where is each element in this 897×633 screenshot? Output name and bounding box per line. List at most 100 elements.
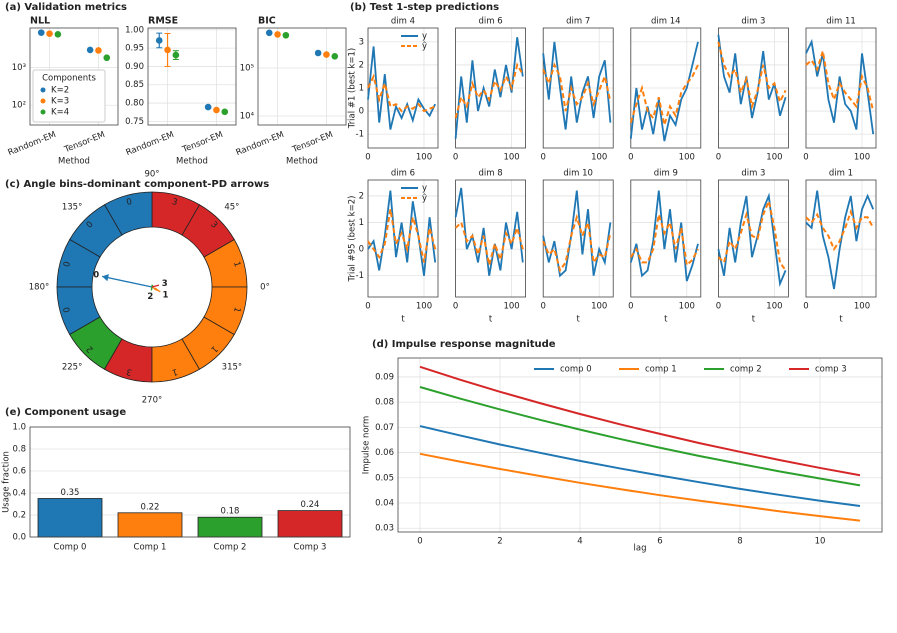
angle-tick-label: 45°: [224, 203, 239, 213]
x-tick-label: Comp 1: [134, 543, 167, 553]
x-axis-label: t: [489, 315, 493, 325]
x-tick-label: 0: [803, 153, 808, 163]
axes-frame: [29, 27, 119, 126]
axes-frame: [805, 27, 877, 149]
point: [54, 30, 62, 38]
point: [204, 103, 212, 111]
x-tick-label: Comp 2: [214, 543, 247, 553]
series-line: [367, 73, 436, 113]
subplot-title: dim 6: [391, 169, 415, 179]
series-line: [717, 192, 787, 288]
axes-frame: [630, 179, 702, 298]
point: [213, 106, 220, 114]
y-tick-label: 0: [359, 245, 364, 255]
x-tick-label: 100: [854, 153, 870, 163]
series-line: [805, 190, 875, 290]
y-axis-label: Trial #1 (best k=1): [348, 48, 358, 129]
bin-label: 0: [125, 197, 133, 208]
point: [155, 37, 163, 44]
x-tick-label: 6: [657, 537, 662, 547]
pd-arrow-head: [152, 285, 159, 288]
point: [221, 108, 229, 116]
point: [46, 30, 53, 37]
x-tick-label: 4: [577, 537, 582, 547]
point: [323, 51, 330, 58]
x-tick-label: 0: [716, 153, 721, 163]
y-tick-label: 0.80: [125, 99, 144, 109]
bin-label: 2: [85, 343, 96, 354]
bar: [117, 512, 183, 538]
series-line: [542, 41, 612, 130]
series-line: [805, 38, 875, 135]
series-line: [454, 187, 524, 276]
value-label: 0.18: [221, 507, 240, 517]
y-tick-label: 0.07: [375, 423, 394, 433]
bin-label: 1: [171, 366, 179, 377]
x-tick-label: 10: [815, 537, 826, 547]
x-tick-label: 100: [766, 153, 782, 163]
series-line: [419, 452, 861, 522]
series-line: [542, 213, 612, 273]
axes-frame: [718, 27, 789, 149]
x-axis-label: Method: [286, 157, 318, 167]
bin-label: 3: [125, 366, 133, 377]
y-tick-label: 0.0: [12, 533, 26, 543]
axes-frame: [455, 179, 527, 298]
bin-label: 3: [208, 220, 219, 231]
y-tick-label: -1: [356, 271, 364, 281]
x-tick-label: 0: [417, 537, 422, 547]
x-tick-label: 0: [540, 302, 545, 312]
axes-frame: [630, 27, 702, 149]
arrow-label: 1: [163, 290, 169, 300]
subplot-title: dim 11: [826, 17, 856, 27]
y-axis-label: Usage fraction: [2, 451, 12, 513]
y-tick-label: 1: [359, 218, 364, 228]
x-tick-label: 0: [628, 302, 633, 312]
y-tick-label: 1.0: [12, 423, 26, 433]
x-tick-label: 0: [628, 153, 633, 163]
legend-label: K=4: [51, 108, 69, 118]
point: [274, 31, 281, 38]
x-tick-label: 100: [679, 153, 695, 163]
y-tick-label: 0.95: [125, 44, 144, 54]
axes-frame: [257, 27, 347, 126]
x-axis-label: lag: [634, 544, 647, 554]
axes-frame: [29, 426, 351, 538]
series-line: [542, 190, 612, 278]
x-axis-label: t: [401, 315, 405, 325]
bin-label: 3: [171, 197, 179, 208]
y-tick-label: 0.75: [125, 117, 144, 127]
axes-frame: [397, 357, 883, 533]
y-tick-label: 0.03: [375, 524, 394, 534]
arrow-label: 0: [93, 271, 99, 281]
point: [37, 29, 45, 36]
series-line: [805, 50, 875, 112]
y-tick-label: -1: [356, 130, 364, 140]
subplot-title: RMSE: [148, 16, 178, 27]
pd-arrow-head: [102, 274, 109, 282]
subplot-title: dim 10: [563, 169, 593, 179]
angle-tick-label: 90°: [144, 170, 159, 180]
legend-label: comp 2: [730, 365, 762, 375]
bin-label: 0: [62, 306, 73, 314]
series-line: [542, 62, 612, 112]
x-tick-label: 100: [416, 302, 432, 312]
value-label: 0.35: [61, 488, 80, 498]
subplot-title: BIC: [258, 16, 276, 27]
subplot-title: dim 8: [479, 169, 503, 179]
angle-tick-label: 270°: [142, 396, 162, 406]
series-line: [629, 190, 699, 282]
angle-tick-label: 135°: [62, 203, 82, 213]
axes-frame: [542, 27, 614, 149]
y-tick-label: 10²: [12, 101, 26, 111]
legend-title: Components: [42, 74, 96, 84]
legend-label: ŷ: [422, 194, 427, 204]
y-tick-label: 10⁵: [240, 63, 254, 73]
axes-background: [398, 358, 882, 532]
series-line: [367, 46, 437, 130]
legend-label: ŷ: [422, 42, 427, 52]
y-tick-label: 3: [359, 37, 364, 47]
x-tick-label: 2: [497, 537, 502, 547]
x-tick-label: 0: [365, 302, 370, 312]
